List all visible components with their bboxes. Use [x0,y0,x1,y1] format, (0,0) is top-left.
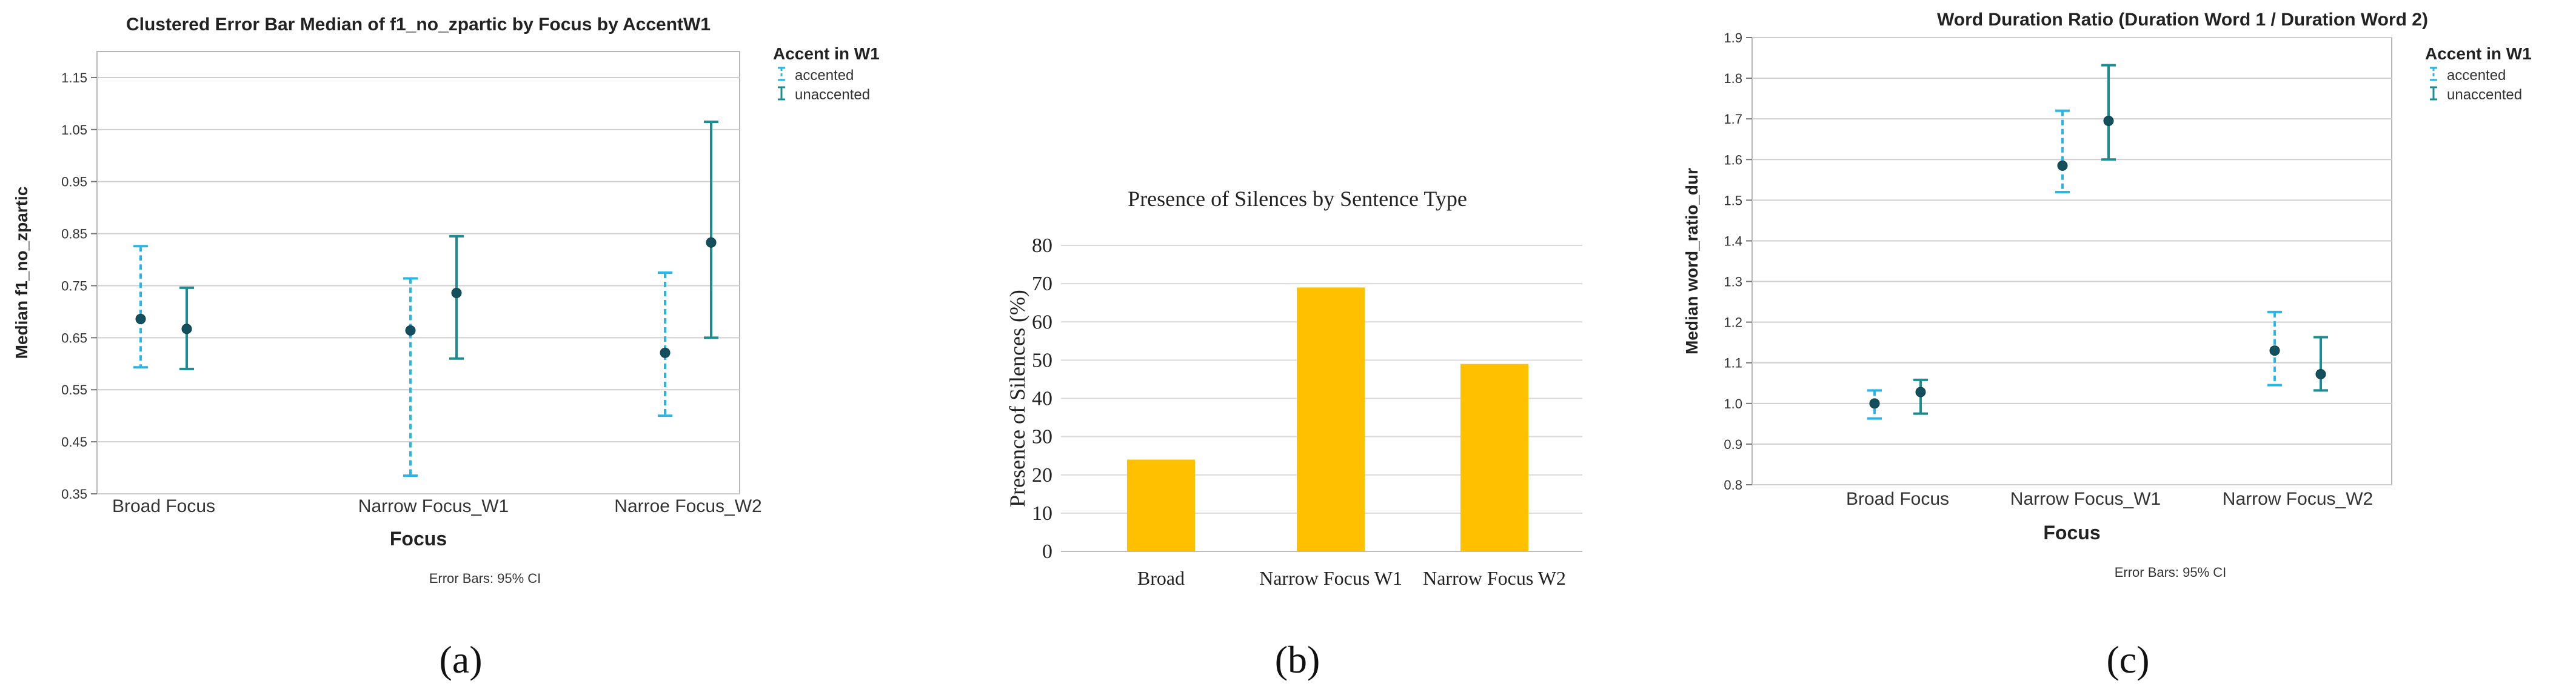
y-tick-label: 1.9 [1724,30,1742,45]
x-tick-label: Narrow Focus W1 [1259,567,1402,589]
median-point-unaccented [706,237,717,248]
median-point-accented [660,347,671,358]
x-tick-label: Broad Focus [1846,489,1949,509]
y-tick-label: 70 [1032,273,1052,295]
y-tick-label: 20 [1032,464,1052,487]
y-tick-label: 0.9 [1724,437,1742,452]
median-point-unaccented [1915,387,1926,397]
bar [1460,364,1528,551]
chart-title: Clustered Error Bar Median of f1_no_zpar… [126,15,711,35]
x-tick-label: Broad [1137,567,1185,589]
legend-label-accented: accented [795,67,854,84]
legend-title: Accent in W1 [2425,44,2532,63]
y-tick-label: 0.95 [61,175,87,190]
error-bar-note: Error Bars: 95% CI [2115,565,2227,580]
y-tick-label: 60 [1032,311,1052,333]
y-tick-label: 1.15 [61,70,87,85]
legend: Accent in W1 accented unaccented [2425,44,2532,103]
panel-label: (b) [1275,638,1320,681]
legend-label-accented: accented [2447,67,2506,84]
bar [1297,287,1365,551]
chart-2: 0.8 0.9 1.0 1.1 1.2 1.3 1.4 1.5 1.6 1.7 1.8 1.9 Broa… [1682,10,2532,681]
y-tick-label: 1.05 [61,122,87,138]
y-tick-label: 80 [1032,234,1052,257]
y-tick-label: 1.6 [1724,152,1742,167]
y-tick-label: 10 [1032,502,1052,525]
y-axis-label: Median word_ratio_dur [1682,168,1701,354]
median-point-unaccented [2103,116,2114,127]
y-tick-label: 0.45 [61,434,87,450]
x-tick-label: Narrow Focus W2 [1423,567,1566,589]
panel-label: (a) [439,638,482,681]
legend: Accent in W1 accented unaccented [773,44,880,103]
y-tick-label: 1.1 [1724,356,1742,371]
x-tick-label: Narroe Focus_W2 [614,496,761,516]
plot-frame [96,51,740,494]
median-point-accented [135,313,146,324]
y-tick-label: 0 [1042,540,1052,563]
median-point-unaccented [181,324,192,334]
y-tick-label: 50 [1032,349,1052,371]
legend-label-unaccented: unaccented [2447,87,2522,103]
y-tick-label: 1.7 [1724,111,1742,127]
y-tick-label: 1.0 [1724,396,1742,411]
x-axis-label: Focus [390,528,447,550]
x-tick-label: Narrow Focus_W2 [2223,489,2373,509]
median-point-accented [1869,398,1880,409]
y-axis-label: Presence of Silences (%) [1005,290,1029,507]
y-tick-label: 0.8 [1724,477,1742,493]
legend-title: Accent in W1 [773,44,880,63]
x-tick-label: Narrow Focus_W1 [2010,489,2161,509]
y-tick-label: 30 [1032,426,1052,448]
y-tick-label: 0.55 [61,382,87,397]
error-bar-note: Error Bars: 95% CI [429,571,541,586]
y-tick-label: 1.2 [1724,315,1742,330]
plot-frame [1751,37,2392,485]
chart-0: 0.35 0.45 0.55 0.65 0.75 0.85 0.95 1.05 1.15 Broa… [12,15,880,681]
y-tick-label: 1.3 [1724,274,1742,290]
median-point-accented [2269,345,2280,356]
y-tick-label: 0.65 [61,330,87,345]
y-axis-label: Median f1_no_zpartic [12,187,31,359]
y-tick-label: 1.5 [1724,193,1742,208]
chart-1: 0 10 20 30 40 50 60 70 80 Broad Narrow Focus W1 Nar… [1005,187,1582,681]
median-point-accented [2057,160,2068,171]
median-point-unaccented [451,287,462,298]
y-tick-label: 1.4 [1724,233,1742,248]
legend-label-unaccented: unaccented [795,87,870,103]
y-tick-label: 0.35 [61,487,87,502]
y-tick-label: 1.8 [1724,71,1742,86]
y-tick-label: 0.85 [61,227,87,242]
x-tick-label: Narrow Focus_W1 [358,496,509,516]
panel-label: (c) [2106,638,2149,681]
x-tick-label: Broad Focus [112,496,215,516]
chart-title: Word Duration Ratio (Duration Word 1 / D… [1937,10,2428,30]
chart-title: Presence of Silences by Sentence Type [1128,187,1467,211]
y-tick-label: 0.75 [61,278,87,293]
x-axis-label: Focus [2043,522,2100,544]
y-tick-label: 40 [1032,388,1052,410]
bar [1127,459,1195,551]
median-point-accented [405,325,416,336]
median-point-unaccented [2315,369,2326,380]
